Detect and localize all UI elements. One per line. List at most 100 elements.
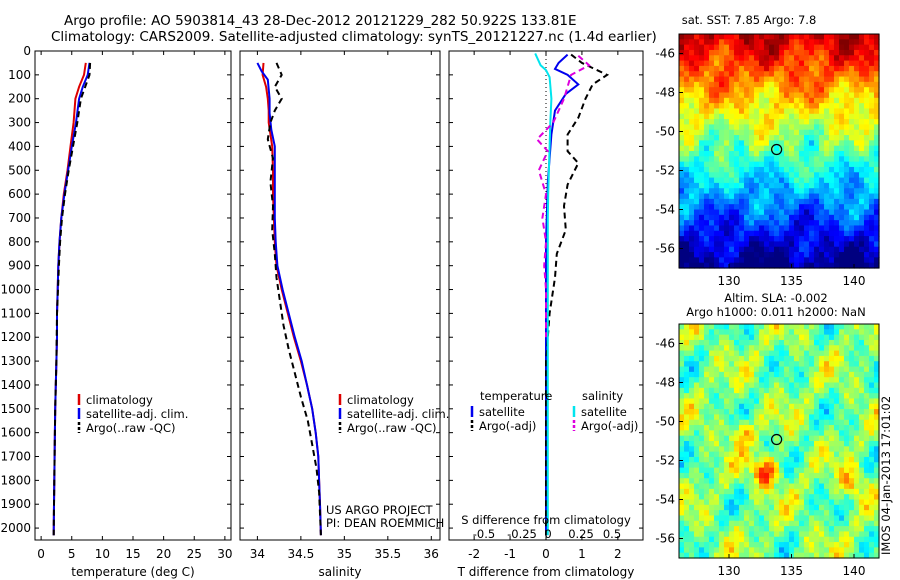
heatmap-cell <box>764 188 770 195</box>
heatmap-cell <box>794 76 800 83</box>
heatmap-cell <box>734 34 740 40</box>
heatmap-cell <box>684 124 690 131</box>
heatmap-cell <box>739 425 745 431</box>
heatmap-cell <box>764 361 770 368</box>
heatmap-cell <box>874 430 880 437</box>
heatmap-cell <box>679 140 685 147</box>
heatmap-cell <box>849 145 855 152</box>
heatmap-cell <box>794 97 800 104</box>
heatmap-cell <box>794 177 800 184</box>
heatmap-cell <box>809 355 815 362</box>
heatmap-cell <box>809 430 815 437</box>
heatmap-cell <box>834 462 840 469</box>
heatmap-cell <box>869 55 875 62</box>
heatmap-cell <box>869 161 875 168</box>
heatmap-cell <box>874 382 880 389</box>
heatmap-cell <box>794 425 800 431</box>
heatmap-cell <box>824 135 830 141</box>
heatmap-cell <box>729 339 735 346</box>
heatmap-cell <box>734 494 740 501</box>
heatmap-cell <box>724 547 730 554</box>
heatmap-cell <box>784 182 790 189</box>
heatmap-cell <box>704 350 710 357</box>
heatmap-cell <box>684 161 690 168</box>
heatmap-cell <box>729 371 735 378</box>
heatmap-cell <box>679 241 685 248</box>
heatmap-cell <box>784 361 790 368</box>
heatmap-cell <box>729 547 735 554</box>
heatmap-cell <box>849 236 855 243</box>
heatmap-cell <box>854 456 860 463</box>
x-tick-label: 140 <box>843 564 866 578</box>
heatmap-cell <box>684 177 690 184</box>
heatmap-cell <box>829 161 835 168</box>
heatmap-cell <box>689 377 695 384</box>
heatmap-cell <box>834 220 840 227</box>
heatmap-cell <box>749 339 755 346</box>
heatmap-cell <box>869 499 875 506</box>
heatmap-cell <box>694 161 700 168</box>
heatmap-cell <box>844 76 850 83</box>
heatmap-cell <box>799 494 805 501</box>
heatmap-cell <box>874 55 880 62</box>
heatmap-cell <box>759 446 765 453</box>
heatmap-cell <box>739 49 745 56</box>
heatmap-cell <box>714 382 720 389</box>
heatmap-cell <box>779 398 785 405</box>
heatmap-cell <box>719 97 725 104</box>
heatmap-cell <box>709 488 715 495</box>
heatmap-cell <box>819 329 825 336</box>
heatmap-cell <box>839 510 845 517</box>
heatmap-cell <box>804 145 810 152</box>
heatmap-cell <box>784 371 790 378</box>
heatmap-cell <box>684 552 690 559</box>
heatmap-cell <box>814 34 820 40</box>
heatmap-cell <box>874 230 880 237</box>
heatmap-cell <box>689 151 695 157</box>
heatmap-cell <box>704 262 710 269</box>
heatmap-cell <box>854 81 860 88</box>
heatmap-cell <box>784 166 790 173</box>
heatmap-cell <box>794 193 800 200</box>
heatmap-cell <box>719 65 725 72</box>
heatmap-cell <box>714 220 720 227</box>
heatmap-cell <box>679 515 685 522</box>
heatmap-cell <box>869 39 875 46</box>
heatmap-cell <box>844 345 850 352</box>
heatmap-cell <box>699 504 705 511</box>
heatmap-cell <box>789 472 795 479</box>
heatmap-cell <box>789 140 795 147</box>
heatmap-cell <box>784 108 790 115</box>
heatmap-cell <box>839 419 845 426</box>
heatmap-cell <box>829 113 835 120</box>
heatmap-cell <box>799 204 805 211</box>
heatmap-cell <box>759 193 765 200</box>
heatmap-cell <box>834 60 840 67</box>
heatmap-cell <box>729 140 735 147</box>
heatmap-cell <box>799 113 805 120</box>
heatmap-cell <box>804 257 810 264</box>
heatmap-cell <box>799 71 805 78</box>
x-tick-label: 130 <box>718 274 741 288</box>
heatmap-cell <box>749 462 755 469</box>
heatmap-cell <box>839 172 845 179</box>
heatmap-cell <box>679 467 685 474</box>
heatmap-cell <box>714 119 720 126</box>
heatmap-cell <box>719 329 725 336</box>
heatmap-cell <box>799 334 805 341</box>
heatmap-cell <box>834 156 840 163</box>
heatmap-cell <box>824 113 830 120</box>
heatmap-cell <box>829 230 835 237</box>
heatmap-cell <box>719 387 725 394</box>
heatmap-cell <box>849 499 855 506</box>
heatmap-cell <box>784 387 790 394</box>
heatmap-cell <box>789 236 795 243</box>
heatmap-cell <box>739 113 745 120</box>
heatmap-cell <box>869 462 875 469</box>
heatmap-cell <box>824 387 830 394</box>
heatmap-cell <box>774 39 780 46</box>
heatmap-cell <box>859 188 865 195</box>
heatmap-cell <box>809 103 815 110</box>
heatmap-cell <box>849 531 855 538</box>
heatmap-cell <box>684 329 690 336</box>
